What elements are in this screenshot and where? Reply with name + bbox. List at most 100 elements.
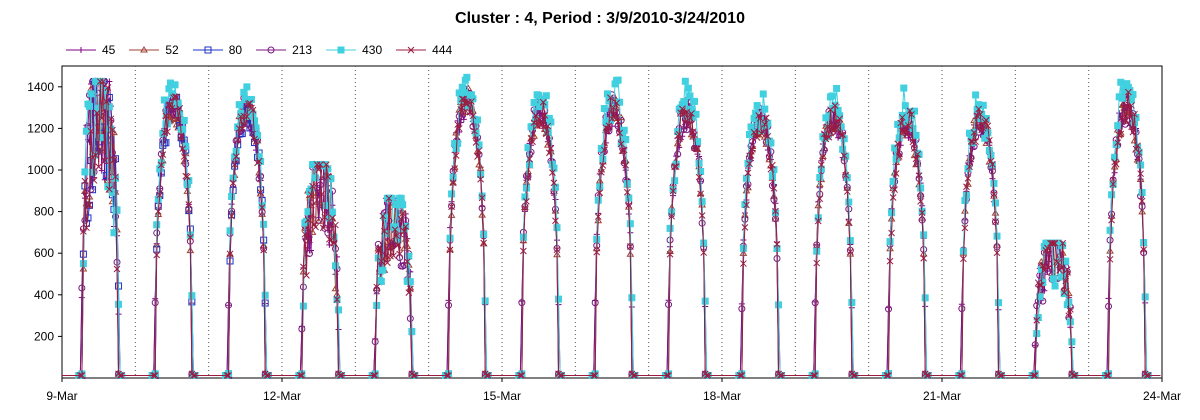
data-point (86, 201, 93, 209)
data-point (157, 161, 165, 169)
data-point (388, 194, 396, 202)
data-point (81, 177, 89, 185)
legend-swatch (192, 46, 223, 54)
data-point (674, 128, 682, 136)
data-point (1110, 162, 1119, 170)
data-point (738, 372, 746, 379)
data-point (744, 169, 752, 177)
data-point (1054, 259, 1062, 266)
data-point (622, 161, 630, 169)
data-point (685, 122, 692, 129)
data-point (613, 99, 620, 107)
data-point (924, 372, 932, 379)
data-point (455, 125, 463, 132)
data-point (484, 372, 492, 379)
data-point (746, 160, 753, 168)
data-point (536, 121, 544, 129)
data-point (159, 151, 167, 159)
data-point (454, 139, 462, 147)
data-point (906, 107, 914, 115)
data-point (1131, 110, 1138, 118)
data-point (553, 224, 561, 232)
data-point (1062, 277, 1070, 285)
data-point (1132, 113, 1140, 121)
data-point (477, 175, 484, 183)
data-point (407, 46, 415, 54)
data-point (370, 372, 378, 379)
data-point (964, 180, 972, 187)
data-point (1051, 282, 1059, 290)
data-point (1070, 372, 1077, 379)
data-point (620, 146, 628, 154)
data-point (393, 232, 400, 239)
data-point (697, 167, 705, 175)
data-point (309, 182, 316, 190)
data-point (182, 172, 190, 180)
data-point (83, 224, 90, 232)
data-point (397, 194, 405, 202)
data-point (160, 96, 168, 104)
data-point (603, 90, 611, 98)
data-point (527, 134, 535, 142)
data-point (991, 199, 999, 207)
data-point (373, 283, 381, 291)
data-point (331, 262, 339, 270)
data-point (451, 165, 458, 172)
data-point (833, 84, 841, 92)
data-point (452, 152, 460, 159)
y-tick-label: 1000 (27, 163, 54, 177)
data-point (185, 177, 193, 185)
data-point (382, 230, 390, 238)
data-point (897, 119, 905, 127)
data-point (226, 250, 234, 258)
data-point (327, 223, 335, 231)
data-point (986, 136, 993, 144)
data-point (162, 112, 170, 120)
data-point (831, 102, 839, 109)
data-point (176, 104, 183, 112)
data-point (834, 123, 842, 131)
data-point (674, 150, 682, 158)
data-point (241, 121, 249, 129)
data-point (1071, 372, 1079, 379)
data-point (92, 151, 99, 159)
data-point (976, 110, 984, 118)
data-point (851, 372, 859, 379)
data-point (319, 224, 327, 232)
data-point (313, 198, 322, 205)
data-point (1114, 139, 1122, 147)
data-point (261, 291, 269, 299)
data-point (669, 187, 677, 195)
data-point (390, 252, 397, 260)
data-point (96, 134, 104, 142)
data-point (742, 174, 750, 182)
data-point (889, 177, 897, 185)
data-point (1105, 302, 1113, 310)
data-point (539, 98, 547, 106)
data-point (839, 145, 847, 153)
data-point (900, 128, 908, 136)
data-point (408, 327, 416, 335)
y-tick-label: 400 (34, 288, 54, 302)
data-point (304, 216, 312, 224)
data-point (1129, 91, 1137, 99)
data-point (688, 110, 695, 117)
data-point (469, 112, 477, 120)
y-tick-label: 1200 (27, 121, 54, 135)
data-point (379, 266, 387, 274)
data-point (322, 161, 330, 168)
y-tick-label: 1400 (27, 80, 54, 94)
data-point (321, 213, 329, 221)
data-point (303, 271, 310, 279)
data-point (766, 154, 773, 161)
series-444 (62, 78, 1161, 379)
data-point (900, 84, 908, 92)
data-point (106, 185, 113, 193)
data-point (969, 138, 976, 146)
data-point (96, 78, 104, 85)
data-point (898, 114, 906, 121)
data-point (850, 372, 857, 379)
data-point (113, 206, 121, 214)
data-point (892, 170, 900, 177)
data-point (449, 179, 457, 186)
